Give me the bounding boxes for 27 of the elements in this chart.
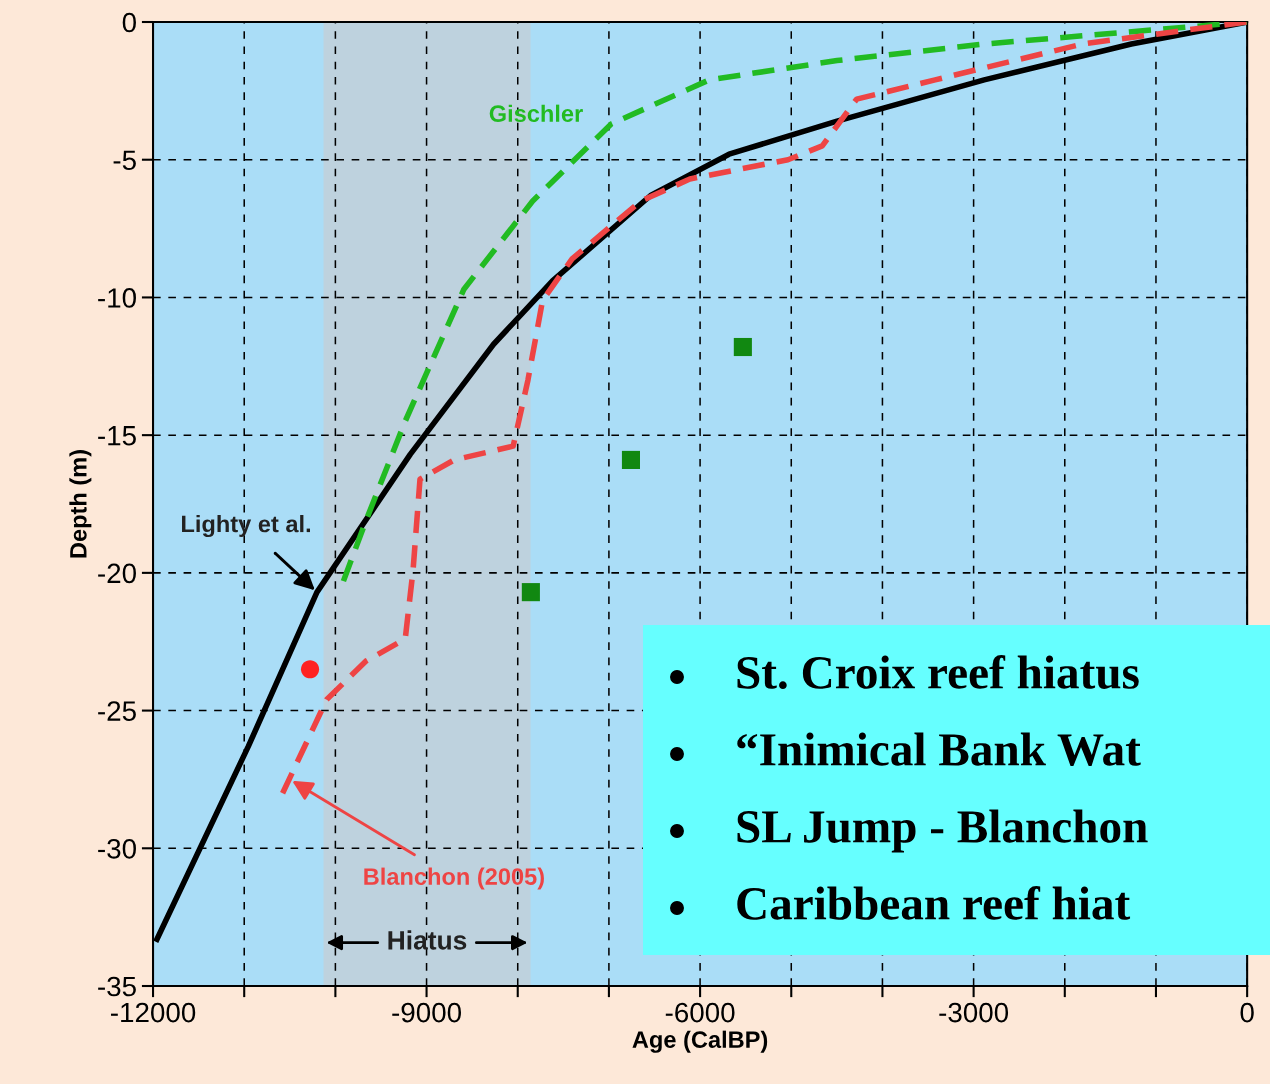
x-tick-label: -12000 [111, 1002, 196, 1023]
x-tick-label: -6000 [665, 1002, 735, 1023]
point [521, 583, 540, 602]
y-tick-label: -25 [98, 701, 136, 721]
text: Blanchon (2005) [364, 867, 544, 890]
x-tick-label: -3000 [939, 1002, 1009, 1023]
band-label: Hiatus [388, 930, 467, 950]
annotation: SL Jump - Blanchon [737, 809, 1148, 853]
y-tick-label: -15 [98, 426, 136, 446]
y-tick-label: -10 [98, 288, 136, 308]
annotation: Caribbean reef hiat [737, 886, 1131, 920]
annotation: St. Croix reef hiatus [737, 655, 1139, 690]
y-tick-label: 0 [122, 12, 136, 33]
y-tick-label: -5 [113, 150, 136, 171]
y-axis-title: Depth (m) [69, 450, 92, 558]
series-label: Lighty et al. [182, 514, 311, 538]
y-tick-label: -35 [98, 976, 136, 997]
y-tick-label: -30 [98, 838, 136, 859]
point [621, 450, 641, 469]
x-tick-label: 0 [1240, 1002, 1254, 1023]
point [733, 337, 752, 357]
x-tick-label: -9000 [392, 1002, 461, 1023]
y-tick-label: -20 [98, 563, 136, 584]
point [300, 660, 320, 679]
series-label: Gischler [489, 104, 583, 122]
x-axis-title: Age (CalBP) [632, 1030, 768, 1053]
annotation: “Inimical Bank Wat [737, 732, 1141, 767]
